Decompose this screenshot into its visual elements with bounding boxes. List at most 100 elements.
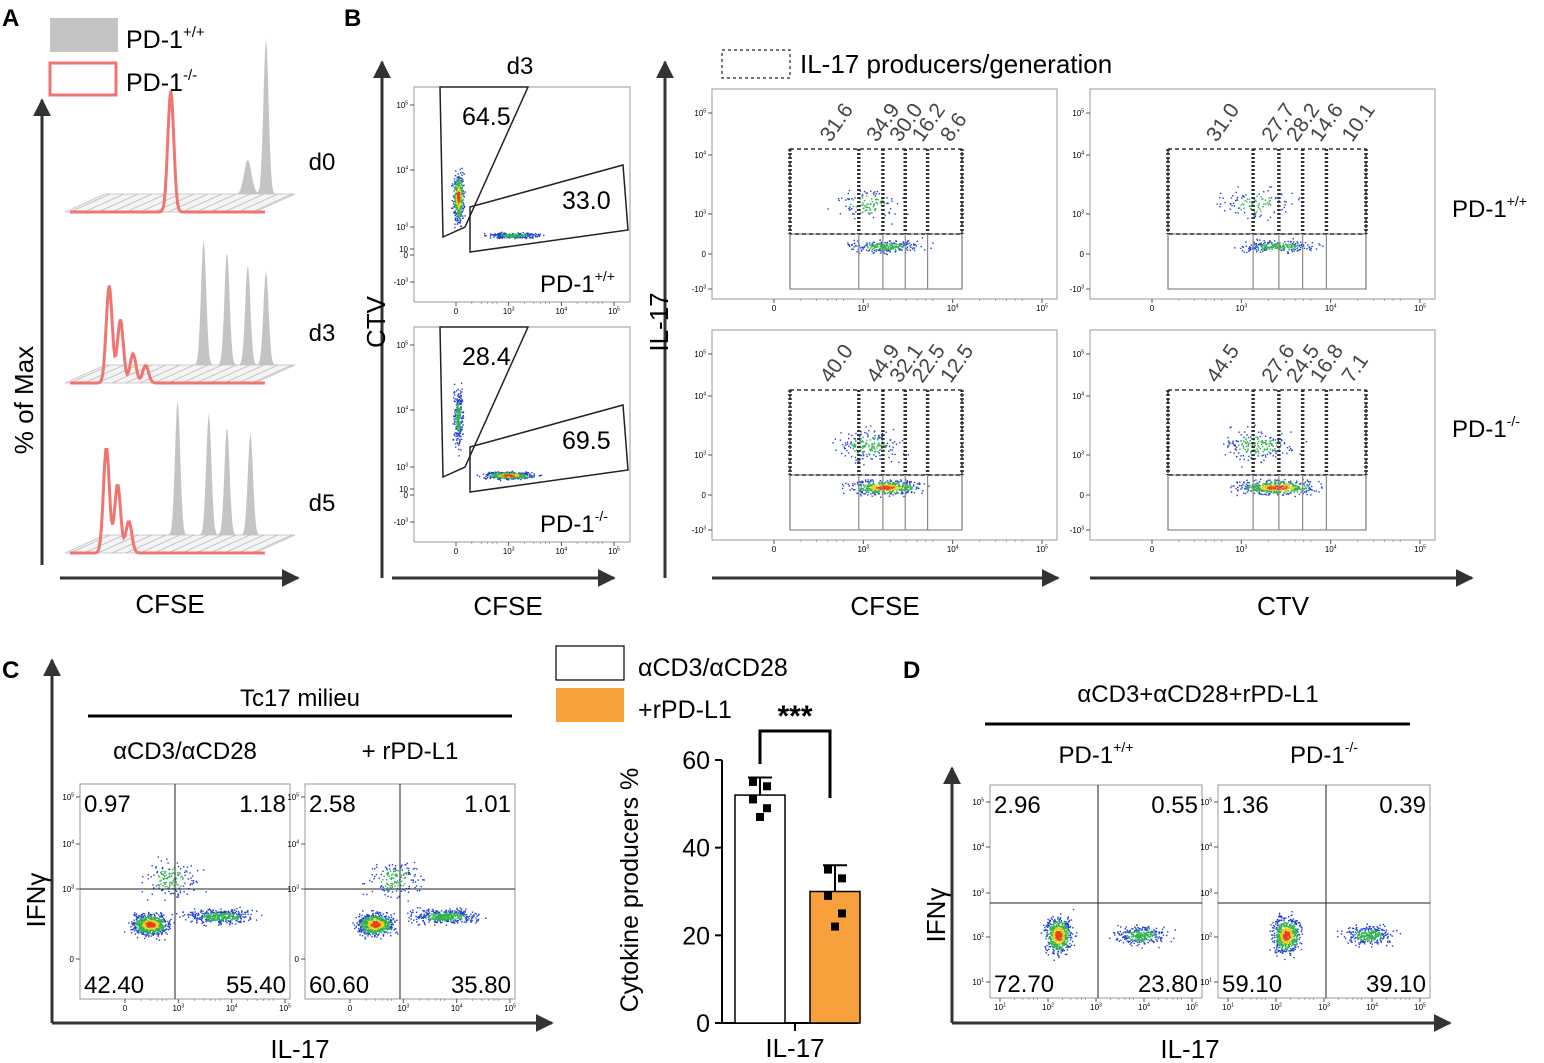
event-dot	[1247, 436, 1250, 439]
event-dot	[1277, 479, 1279, 481]
event-dot	[160, 928, 162, 931]
event-dot	[847, 192, 849, 195]
event-dot	[910, 244, 912, 246]
event-dot	[456, 191, 458, 193]
event-dot	[136, 923, 138, 925]
event-dot	[460, 198, 462, 200]
event-dot	[1247, 448, 1249, 450]
event-dot	[458, 201, 460, 203]
event-dot	[142, 932, 144, 934]
event-dot	[145, 935, 147, 938]
event-dot	[868, 242, 871, 244]
event-dot	[516, 236, 518, 239]
event-dot	[160, 911, 162, 914]
events-main	[847, 237, 934, 256]
x-ticks: 0 103 104 105	[454, 302, 620, 316]
event-dot	[149, 932, 152, 934]
event-dot	[1259, 486, 1261, 488]
event-dot	[513, 235, 515, 238]
event-dot	[138, 914, 140, 917]
event-dot	[907, 213, 909, 215]
event-dot	[888, 483, 891, 485]
event-dot	[905, 482, 907, 484]
event-dot	[150, 923, 152, 926]
y-tick-label: 105	[396, 100, 408, 110]
event-dot	[1248, 442, 1250, 444]
event-dot	[1259, 489, 1262, 491]
event-dot	[1298, 199, 1300, 201]
event-dot	[154, 923, 156, 925]
event-dot	[878, 490, 880, 492]
event-dot	[1292, 248, 1294, 250]
event-dot	[1269, 440, 1272, 442]
event-dot	[497, 237, 499, 239]
event-dot	[1251, 486, 1253, 489]
event-dot	[459, 218, 461, 220]
y-tick-label: -103	[1070, 525, 1085, 535]
event-dot	[1271, 244, 1274, 246]
event-dot	[504, 477, 506, 479]
event-dot	[498, 474, 500, 476]
event-dot	[462, 417, 465, 419]
event-dot	[198, 918, 200, 920]
event-dot	[848, 189, 851, 192]
event-dot	[453, 211, 456, 214]
event-dot	[1277, 441, 1280, 443]
event-dot	[914, 243, 917, 246]
event-dot	[146, 927, 148, 929]
event-dot	[456, 189, 458, 191]
event-dot	[1279, 488, 1281, 490]
event-dot	[529, 233, 532, 236]
event-dot	[538, 235, 541, 237]
event-dot	[165, 931, 167, 934]
event-dot	[1269, 489, 1271, 491]
event-dot	[844, 455, 847, 457]
event-dot	[456, 197, 459, 199]
event-dot	[460, 204, 463, 206]
event-dot	[887, 249, 889, 252]
event-dot	[462, 415, 464, 417]
event-dot	[909, 481, 911, 483]
event-dot	[462, 172, 464, 174]
event-dot	[136, 917, 139, 919]
event-dot	[461, 421, 464, 423]
event-dot	[458, 182, 460, 184]
event-dot	[886, 250, 888, 252]
event-dot	[842, 485, 845, 487]
event-dot	[867, 212, 870, 214]
gate-upper	[789, 148, 963, 235]
event-dot	[876, 487, 878, 490]
event-dot	[459, 394, 462, 397]
event-dot	[525, 471, 527, 473]
event-dot	[1305, 441, 1308, 443]
event-dot	[147, 925, 150, 927]
event-dot	[154, 921, 156, 923]
event-dot	[873, 252, 875, 254]
event-dot	[458, 431, 460, 433]
event-dot	[850, 244, 853, 246]
event-dot	[147, 920, 149, 922]
event-dot	[509, 235, 512, 237]
event-dot	[191, 920, 193, 922]
event-dot	[508, 237, 511, 239]
event-dot	[1230, 426, 1232, 428]
event-dot	[461, 421, 463, 423]
event-dot	[1256, 488, 1258, 490]
event-dot	[889, 490, 892, 492]
event-dot	[849, 208, 851, 211]
event-dot	[902, 489, 904, 491]
event-dot	[229, 921, 232, 923]
event-dot	[234, 917, 237, 919]
event-dot	[534, 233, 537, 235]
event-dot	[460, 172, 462, 174]
event-dot	[1271, 241, 1273, 244]
event-dot	[142, 912, 144, 915]
event-dot	[892, 442, 894, 444]
event-dot	[150, 921, 152, 924]
ctv-population	[452, 382, 465, 457]
event-dot	[457, 414, 459, 416]
event-dot	[455, 170, 457, 172]
event-dot	[876, 447, 878, 449]
